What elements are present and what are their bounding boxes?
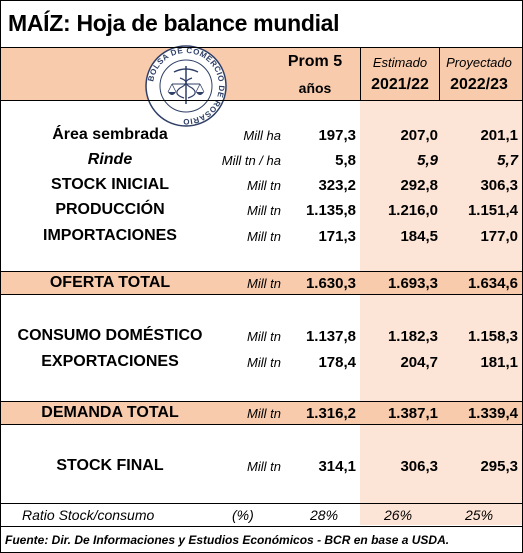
row-label: IMPORTACIONES (43, 227, 177, 244)
rule-oferta-bottom (1, 294, 522, 295)
ratio-value-proj: 25% (465, 507, 494, 523)
rule-oferta-top (1, 271, 522, 272)
oferta-band (1, 272, 522, 294)
row-value-est: 207,0 (400, 127, 438, 144)
row-value-prom: 171,3 (318, 228, 356, 245)
row-label: EXPORTACIONES (41, 353, 179, 370)
row-value-prom: 1.137,8 (305, 328, 356, 345)
rule-demanda-bottom (1, 424, 522, 425)
ratio-unit: (%) (232, 507, 254, 523)
row-unit: Mill tn / ha (221, 153, 281, 168)
stock-final-value-prom: 314,1 (318, 458, 356, 475)
oferta-label: OFERTA TOTAL (49, 274, 171, 291)
stock-final-value-proj: 295,3 (480, 458, 518, 475)
source-footnote: Fuente: Dir. De Informaciones y Estudios… (5, 533, 450, 547)
header-divider-2 (439, 48, 440, 100)
rule-header-bottom (1, 100, 522, 101)
row-value-est: 204,7 (400, 354, 438, 371)
demanda-value-est: 1.387,1 (387, 405, 438, 422)
rule-top (1, 47, 522, 48)
row-unit: Mill tn (247, 355, 281, 370)
row-label: CONSUMO DOMÉSTICO (17, 327, 203, 344)
row-label: PRODUCCIÓN (55, 201, 165, 218)
demanda-value-proj: 1.339,4 (467, 405, 518, 422)
row-value-proj: 1.151,4 (467, 202, 518, 219)
row-value-proj: 181,1 (480, 354, 518, 371)
demanda-band (1, 402, 522, 424)
row-unit: Mill ha (243, 128, 281, 143)
row-value-prom: 5,8 (335, 152, 356, 169)
estimated-shade-3 (360, 425, 522, 503)
rule-ratio-top (1, 503, 522, 504)
header-proyectado: Proyectado (446, 55, 512, 70)
row-label: STOCK INICIAL (51, 176, 169, 193)
row-value-proj: 1.158,3 (467, 328, 518, 345)
row-label: Rinde (87, 151, 133, 168)
header-divider-1 (360, 48, 361, 100)
row-value-prom: 197,3 (318, 127, 356, 144)
ratio-value-est: 26% (384, 507, 413, 523)
estimated-shade-4 (360, 504, 522, 525)
row-value-proj: 201,1 (480, 127, 518, 144)
header-band (1, 48, 522, 100)
ratio-label: Ratio Stock/consumo (22, 507, 155, 523)
row-unit: Mill tn (247, 203, 281, 218)
row-value-proj: 306,3 (480, 177, 518, 194)
oferta-unit: Mill tn (247, 276, 281, 291)
page-title: MAÍZ: Hoja de balance mundial (8, 10, 340, 36)
stock-final-label: STOCK FINAL (56, 457, 164, 474)
row-value-proj: 5,7 (497, 152, 518, 169)
estimated-shade-1 (360, 101, 522, 271)
header-prom5-line1: Prom 5 (287, 53, 343, 70)
row-value-est: 5,9 (417, 152, 438, 169)
row-value-est: 1.216,0 (387, 202, 438, 219)
demanda-value-prom: 1.316,2 (305, 405, 356, 422)
oferta-value-prom: 1.630,3 (305, 275, 356, 292)
header-year-2021: 2021/22 (371, 76, 429, 93)
row-value-est: 292,8 (400, 177, 438, 194)
row-value-prom: 1.135,8 (305, 202, 356, 219)
rule-demanda-top (1, 401, 522, 402)
row-value-prom: 323,2 (318, 177, 356, 194)
ratio-value-prom: 28% (310, 507, 339, 523)
row-unit: Mill tn (247, 178, 281, 193)
header-year-2022: 2022/23 (450, 76, 508, 93)
row-value-est: 1.182,3 (387, 328, 438, 345)
row-value-prom: 178,4 (318, 354, 356, 371)
rule-ratio-bottom (1, 526, 522, 527)
row-unit: Mill tn (247, 329, 281, 344)
stock-final-unit: Mill tn (247, 459, 281, 474)
row-value-est: 184,5 (400, 228, 438, 245)
stock-final-value-est: 306,3 (400, 458, 438, 475)
demanda-label: DEMANDA TOTAL (41, 404, 179, 421)
oferta-value-proj: 1.634,6 (467, 275, 518, 292)
row-label: Área sembrada (52, 126, 168, 143)
header-prom5-line2: años (298, 80, 332, 96)
header-estimado: Estimado (372, 55, 428, 70)
row-unit: Mill tn (247, 229, 281, 244)
row-value-proj: 177,0 (480, 228, 518, 245)
bcr-seal-logo: BOLSA DE COMERCIO DE ROSARIO (145, 45, 227, 127)
demanda-unit: Mill tn (247, 406, 281, 421)
oferta-value-est: 1.693,3 (387, 275, 438, 292)
estimated-shade-2 (360, 295, 522, 401)
